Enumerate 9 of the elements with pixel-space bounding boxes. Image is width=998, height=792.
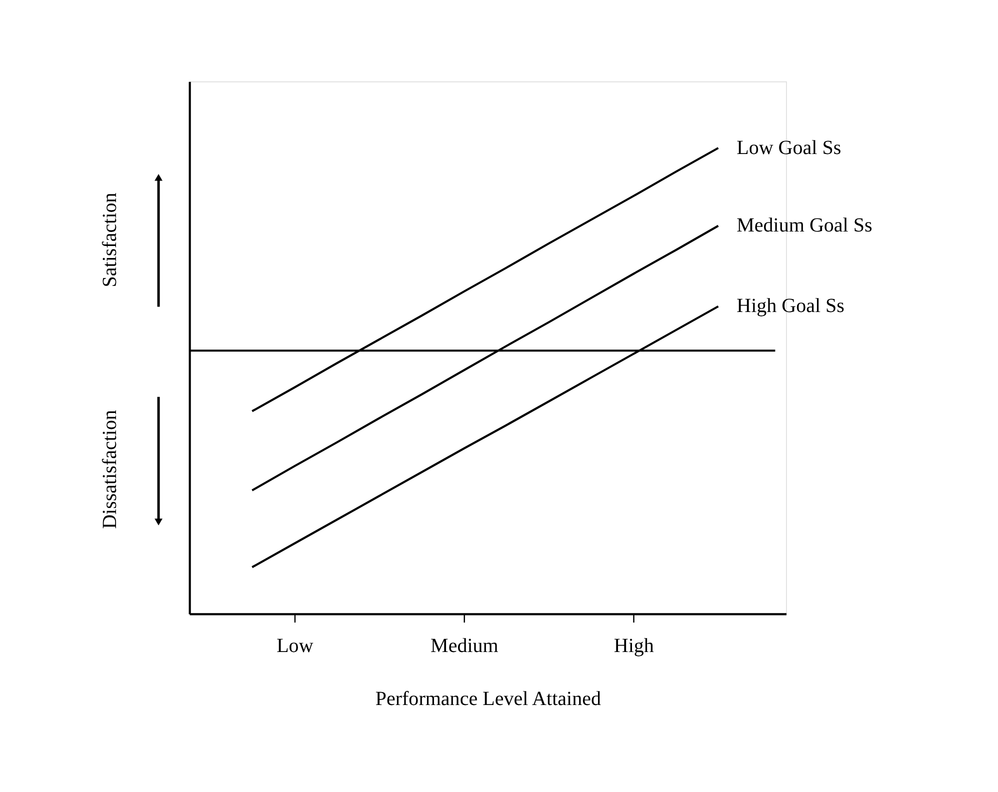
x-tick-label: Low (276, 634, 314, 657)
text: Dissatisfaction (98, 410, 121, 529)
series-label: High Goal Ss (736, 295, 845, 318)
series-label: Low Goal Ss (736, 136, 842, 159)
x-axis-title: Performance Level Attained (375, 688, 601, 710)
series-label: Medium Goal Ss (736, 214, 872, 237)
text: Satisfaction (98, 192, 121, 288)
x-tick-label: High (614, 634, 654, 657)
x-tick-label: Medium (430, 634, 499, 657)
